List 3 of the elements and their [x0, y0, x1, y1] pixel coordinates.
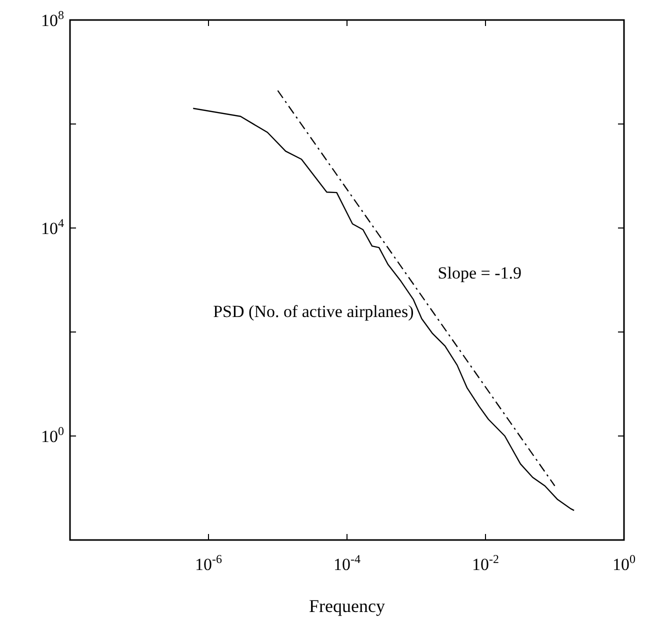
series-label: PSD (No. of active airplanes) [213, 302, 414, 322]
x-axis-title: Frequency [309, 596, 385, 616]
series-label: Slope = -1.9 [438, 264, 522, 283]
